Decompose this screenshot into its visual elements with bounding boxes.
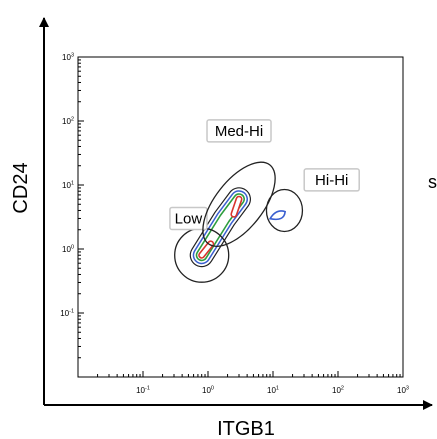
x-tick-label: 100 xyxy=(202,386,214,396)
gate-med-hi-ellipse xyxy=(202,161,276,247)
x-tick-label: 103 xyxy=(397,386,409,396)
x-tick-label: 10-1 xyxy=(136,386,150,396)
gate-label-box xyxy=(303,168,360,192)
gate-label: Low xyxy=(175,210,203,227)
y-tick-label: 103 xyxy=(62,53,74,63)
contour-group xyxy=(189,187,287,268)
y-tick-label: 10-1 xyxy=(60,309,74,319)
gate-hi-hi-ellipse xyxy=(265,188,304,233)
gate-label-box xyxy=(169,206,208,231)
contour-red-high-inner xyxy=(232,197,241,217)
y-tick-label: 101 xyxy=(62,181,74,191)
y-tick-label: 102 xyxy=(62,117,74,127)
gate-label: Hi-Hi xyxy=(315,172,348,189)
gate-label: Med-Hi xyxy=(215,123,263,140)
tick-group: 10-1 100 101 102 103 10-1 100 101 102 103 xyxy=(60,53,409,396)
x-axis-label: ITGB1 xyxy=(217,418,275,439)
plot-frame xyxy=(77,56,404,378)
y-tick-label: 100 xyxy=(62,245,74,255)
y-axis-label: CD24 xyxy=(10,162,32,213)
cut-text: s xyxy=(428,172,437,192)
gate-group: Low Med-Hi Hi-Hi xyxy=(169,119,360,283)
contour-right-blue xyxy=(268,210,287,221)
gate-label-box xyxy=(206,119,272,143)
contour-red-low-inner xyxy=(199,242,213,258)
x-tick-label: 101 xyxy=(267,386,279,396)
x-tick-label: 102 xyxy=(332,386,344,396)
